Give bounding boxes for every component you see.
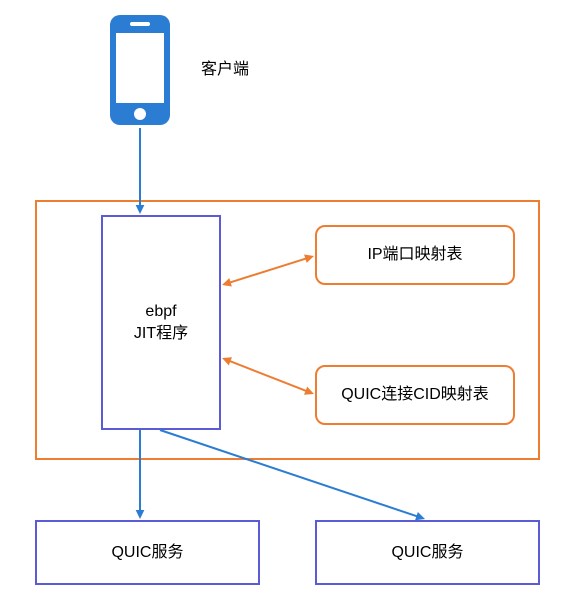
quic-cid-map-box: QUIC连接CID映射表 [315, 365, 515, 425]
quic-service-box-2: QUIC服务 [315, 520, 540, 585]
client-label: 客户端 [201, 59, 249, 81]
quic-service-box-1: QUIC服务 [35, 520, 260, 585]
ebpf-jit-box: ebpf JIT程序 [101, 215, 221, 430]
ip-port-map-box: IP端口映射表 [315, 225, 515, 285]
quic-cid-map-label: QUIC连接CID映射表 [341, 384, 489, 406]
diagram-canvas: ebpf JIT程序 IP端口映射表 QUIC连接CID映射表 QUIC服务 Q… [0, 0, 577, 609]
ebpf-jit-label: ebpf JIT程序 [134, 301, 188, 344]
ip-port-map-label: IP端口映射表 [367, 244, 462, 266]
quic-service-label-1: QUIC服务 [111, 542, 183, 564]
client-label-box: 客户端 [185, 58, 265, 82]
quic-service-label-2: QUIC服务 [391, 542, 463, 564]
